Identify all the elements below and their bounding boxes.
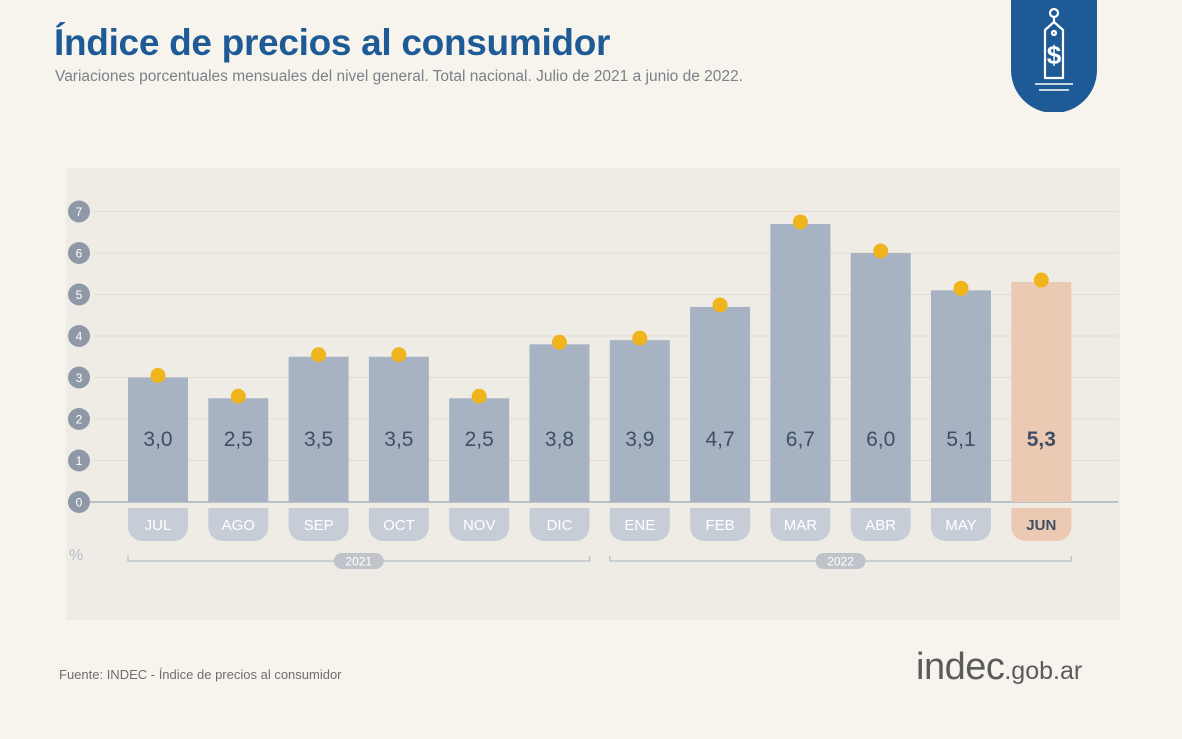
bar-marker: [1033, 272, 1049, 288]
value-label: 3,0: [143, 428, 172, 451]
y-tick-badge: [68, 200, 90, 223]
bar: [609, 340, 670, 502]
y-tick-badge: [68, 449, 90, 472]
month-pill: [449, 508, 510, 541]
month-label: JUL: [145, 517, 172, 534]
bar-marker: [712, 297, 728, 313]
indec-logo: indec.gob.ar: [916, 646, 1082, 689]
bar: [1011, 282, 1072, 502]
bar-marker: [391, 347, 407, 363]
month-label: FEB: [706, 517, 735, 534]
bar-marker: [311, 347, 327, 363]
month-label: SEP: [304, 517, 334, 534]
month-label: MAY: [945, 517, 976, 534]
page-title: Índice de precios al consumidor: [54, 22, 611, 63]
bar: [449, 398, 510, 502]
bar-marker: [471, 388, 487, 404]
source-note: Fuente: INDEC - Índice de precios al con…: [59, 667, 342, 682]
y-tick-label: 6: [76, 247, 83, 261]
month-label: MAR: [784, 517, 818, 534]
value-label: 5,1: [946, 428, 975, 451]
month-label: NOV: [463, 517, 496, 534]
bar: [770, 223, 831, 502]
chart-panel: 0 1 2 3 4 5 6 7% 3,0 JUL 2,5 AGO 3,5 SEP 3,5 OCT 2,5 NOV 3…: [66, 168, 1120, 620]
month-pill: [128, 508, 188, 541]
month-pill: [368, 508, 429, 541]
month-pill: [529, 508, 590, 541]
bar-marker: [632, 330, 648, 346]
bar: [850, 253, 911, 502]
bar-marker: [230, 388, 246, 404]
bar: [690, 306, 751, 502]
y-tick-badge: [68, 366, 90, 389]
y-tick-badge: [68, 491, 90, 513]
bar-marker: [873, 243, 889, 259]
value-label: 6,0: [866, 428, 895, 451]
bar: [368, 356, 429, 502]
bar-marker: [792, 214, 808, 230]
bar-marker: [552, 334, 567, 350]
svg-text:$: $: [1047, 40, 1062, 70]
month-label: AGO: [222, 517, 255, 534]
bar-marker: [150, 368, 166, 383]
month-label: DIC: [547, 517, 573, 534]
value-label: 3,5: [304, 428, 333, 451]
month-label: ABR: [865, 517, 896, 534]
y-tick-badge: [68, 242, 90, 264]
month-label: OCT: [383, 517, 415, 534]
page-subtitle: Variaciones porcentuales mensuales del n…: [55, 68, 743, 85]
y-tick-label: 7: [76, 205, 83, 219]
value-label: 3,5: [384, 428, 413, 451]
y-tick-badge: [68, 408, 90, 430]
month-pill: [609, 508, 670, 541]
y-tick-label: 1: [76, 454, 83, 468]
month-pill: [850, 508, 911, 541]
value-label: 2,5: [224, 428, 253, 451]
value-label: 4,7: [705, 428, 734, 451]
month-pill: [931, 508, 991, 541]
y-tick-badge: [68, 325, 90, 347]
value-label: 2,5: [465, 428, 494, 451]
month-label: ENE: [624, 517, 655, 534]
y-tick-label: 0: [76, 496, 83, 510]
y-unit-label: %: [69, 547, 83, 564]
bar: [529, 344, 590, 502]
month-pill: [288, 508, 349, 541]
y-tick-badge: [68, 283, 90, 306]
ipc-bar-chart: 0 1 2 3 4 5 6 7% 3,0 JUL 2,5 AGO 3,5 SEP 3,5 OCT 2,5 NOV 3…: [68, 200, 1118, 569]
bar: [208, 398, 269, 502]
bar: [931, 290, 991, 502]
month-pill: [770, 508, 831, 541]
value-label: 5,3: [1027, 428, 1056, 451]
month-pill: [1011, 508, 1072, 541]
year-pill: [333, 553, 384, 569]
bar: [288, 356, 349, 502]
y-tick-label: 4: [76, 330, 83, 344]
bar-marker: [953, 280, 969, 296]
bar: [128, 377, 188, 502]
value-label: 6,7: [786, 428, 815, 451]
value-label: 3,8: [545, 428, 574, 451]
y-tick-label: 2: [76, 413, 83, 427]
y-tick-label: 5: [76, 288, 83, 302]
logo-domain: .gob.ar: [1004, 657, 1083, 685]
month-pill: [690, 508, 751, 541]
logo-brand: indec: [916, 646, 1005, 688]
year-label: 2021: [345, 555, 372, 569]
year-label: 2022: [827, 555, 854, 569]
y-tick-label: 3: [76, 371, 83, 385]
value-label: 3,9: [625, 428, 654, 451]
year-pill: [815, 553, 866, 569]
month-pill: [208, 508, 269, 541]
price-tag-dollar-icon: $: [1011, 0, 1097, 112]
month-label: JUN: [1026, 517, 1056, 534]
